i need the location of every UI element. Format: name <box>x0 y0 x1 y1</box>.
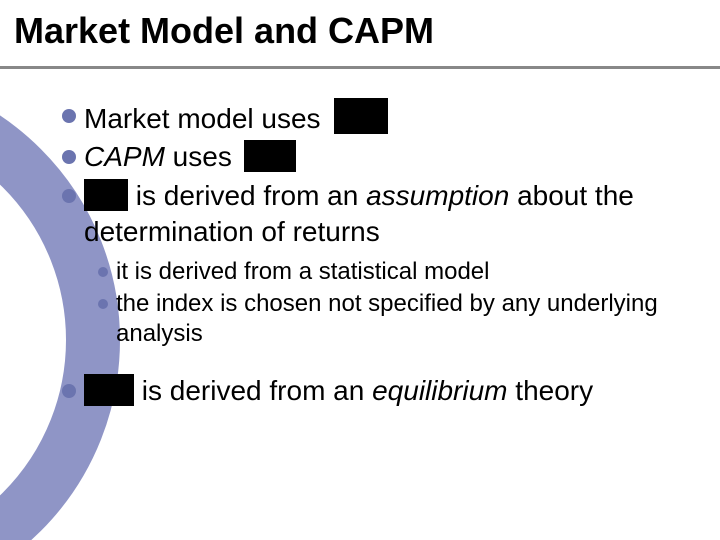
bullet-icon <box>62 189 76 203</box>
bullet-icon <box>98 299 108 309</box>
bullet-icon <box>98 267 108 277</box>
bullet-3-post: is derived from an <box>128 180 366 211</box>
bullet-2-post: uses <box>165 141 232 172</box>
bullet-4-em: equilibrium <box>372 375 507 406</box>
bullet-4: is derived from an equilibrium theory <box>62 373 702 409</box>
bullet-3-text: is derived from an assumption about the … <box>84 178 702 251</box>
bullet-icon <box>62 384 76 398</box>
bullet-4-text: is derived from an equilibrium theory <box>84 373 593 409</box>
redaction-block <box>84 179 128 211</box>
bullet-1: Market model uses <box>62 98 702 137</box>
bullet-2-term: CAPM <box>84 141 165 172</box>
redaction-block <box>334 98 388 134</box>
redaction-block <box>244 140 296 172</box>
bullet-icon <box>62 150 76 164</box>
sub-bullet-1: it is derived from a statistical model <box>98 257 702 287</box>
bullet-icon <box>62 109 76 123</box>
bullet-4-tail: theory <box>508 375 594 406</box>
sub-bullet-2: the index is chosen not specified by any… <box>98 289 702 349</box>
bullet-1-text: Market model uses <box>84 98 388 137</box>
sub-bullets: it is derived from a statistical model t… <box>98 257 702 349</box>
sub-bullet-2-text: the index is chosen not specified by any… <box>116 289 702 349</box>
bullet-3-em: assumption <box>366 180 509 211</box>
bullet-1-pre: Market model uses <box>84 103 321 134</box>
bullet-2-text: CAPM uses <box>84 139 296 175</box>
bullet-3: is derived from an assumption about the … <box>62 178 702 251</box>
slide-title: Market Model and CAPM <box>14 10 434 52</box>
sub-bullet-1-text: it is derived from a statistical model <box>116 257 489 287</box>
title-rule <box>0 66 720 69</box>
redaction-block <box>84 374 134 406</box>
bullet-4-post: is derived from an <box>134 375 372 406</box>
content-area: Market model uses CAPM uses is derived f… <box>62 98 702 411</box>
bullet-2: CAPM uses <box>62 139 702 175</box>
